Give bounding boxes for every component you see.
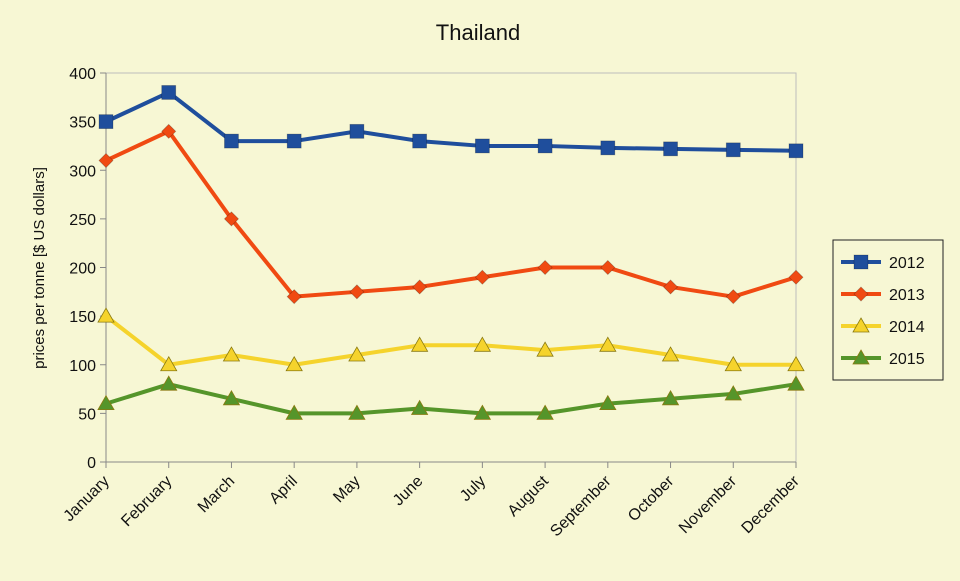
data-point-2014 bbox=[599, 336, 617, 352]
y-tick-label: 300 bbox=[69, 163, 96, 180]
data-point-2015 bbox=[787, 375, 805, 391]
x-tick-label: September bbox=[547, 472, 615, 540]
legend-marker-2012 bbox=[853, 254, 869, 270]
data-point-2012 bbox=[788, 143, 804, 159]
legend-label-2012: 2012 bbox=[889, 255, 925, 272]
data-point-2014 bbox=[160, 355, 178, 372]
series-line-2013 bbox=[105, 129, 797, 299]
data-point-2013 bbox=[788, 269, 804, 285]
data-point-2013 bbox=[662, 279, 679, 295]
data-point-2014 bbox=[222, 346, 241, 362]
data-point-2012 bbox=[98, 114, 114, 130]
x-tick-label: March bbox=[195, 473, 238, 516]
chart-title: Thailand bbox=[436, 20, 520, 45]
data-point-2013 bbox=[600, 259, 616, 276]
y-tick-label: 400 bbox=[69, 66, 96, 83]
data-point-2014 bbox=[661, 346, 680, 362]
data-point-2015 bbox=[536, 404, 554, 420]
x-tick-label: July bbox=[457, 473, 489, 505]
data-point-2014 bbox=[97, 307, 115, 323]
data-point-2013 bbox=[286, 289, 302, 305]
data-point-2013 bbox=[349, 284, 365, 300]
data-point-2015 bbox=[473, 404, 492, 420]
data-point-2014 bbox=[787, 355, 805, 372]
data-point-2012 bbox=[161, 85, 177, 100]
y-tick-label: 200 bbox=[69, 261, 96, 278]
data-point-2012 bbox=[286, 133, 302, 149]
data-point-2013 bbox=[537, 259, 553, 276]
series-line-2012 bbox=[105, 90, 797, 153]
plot-area: 0 50 100 150 200 250 300 350 400 January February M… bbox=[61, 66, 805, 540]
data-point-2013 bbox=[474, 269, 490, 285]
x-tick-label: June bbox=[390, 473, 427, 510]
series-line-2015 bbox=[105, 382, 797, 416]
legend-label-2015: 2015 bbox=[889, 351, 925, 368]
data-point-2014 bbox=[536, 341, 554, 357]
data-point-2015 bbox=[410, 399, 429, 415]
x-tick-label: November bbox=[676, 472, 741, 537]
data-point-2015 bbox=[599, 394, 617, 411]
plot-frame bbox=[105, 72, 797, 463]
data-point-2015 bbox=[724, 385, 742, 401]
data-point-2012 bbox=[349, 123, 365, 139]
data-point-2012 bbox=[663, 141, 678, 157]
y-tick-label: 250 bbox=[69, 212, 96, 229]
data-point-2015 bbox=[222, 389, 241, 406]
legend-label-2013: 2013 bbox=[889, 287, 925, 304]
data-point-2014 bbox=[348, 346, 366, 362]
legend-marker-2015 bbox=[852, 349, 870, 365]
data-point-2015 bbox=[661, 389, 680, 406]
x-tick-label: May bbox=[330, 473, 363, 506]
data-point-2014 bbox=[285, 355, 303, 372]
data-point-2012 bbox=[537, 138, 553, 154]
data-point-2014 bbox=[724, 355, 742, 372]
data-point-2014 bbox=[410, 336, 429, 352]
y-tick-label: 0 bbox=[87, 455, 96, 472]
x-tick-label: February bbox=[118, 473, 175, 530]
data-point-2012 bbox=[600, 140, 616, 156]
data-point-2013 bbox=[223, 211, 240, 227]
x-tick-label: December bbox=[739, 472, 804, 537]
data-point-2012 bbox=[412, 133, 428, 149]
data-point-2013 bbox=[98, 152, 114, 169]
y-tick-label: 350 bbox=[69, 115, 96, 132]
y-tick-label: 100 bbox=[69, 358, 96, 375]
series-line-2014 bbox=[104, 314, 796, 367]
legend-marker-2014 bbox=[852, 317, 870, 333]
data-point-2013 bbox=[412, 279, 428, 295]
data-point-2012 bbox=[224, 133, 239, 149]
data-point-2015 bbox=[348, 404, 366, 420]
data-point-2013 bbox=[161, 123, 177, 139]
data-point-2015 bbox=[97, 394, 115, 411]
data-point-2015 bbox=[160, 375, 178, 391]
x-tick-label: August bbox=[505, 472, 553, 520]
y-tick-label: 50 bbox=[78, 406, 96, 423]
y-axis-title: prices per tonne [$ US dollars] bbox=[31, 167, 48, 369]
legend: 2012 2013 2014 2015 bbox=[832, 239, 944, 381]
data-point-2014 bbox=[473, 336, 492, 352]
legend-marker-2013 bbox=[853, 286, 869, 302]
data-point-2012 bbox=[725, 142, 741, 158]
data-point-2015 bbox=[285, 404, 303, 420]
data-point-2012 bbox=[474, 138, 490, 154]
x-tick-label: October bbox=[625, 472, 678, 525]
data-point-2013 bbox=[725, 289, 741, 305]
legend-label-2014: 2014 bbox=[889, 319, 925, 336]
x-tick-label: April bbox=[266, 473, 301, 508]
y-tick-label: 150 bbox=[69, 309, 96, 326]
x-tick-label: January bbox=[61, 473, 113, 525]
